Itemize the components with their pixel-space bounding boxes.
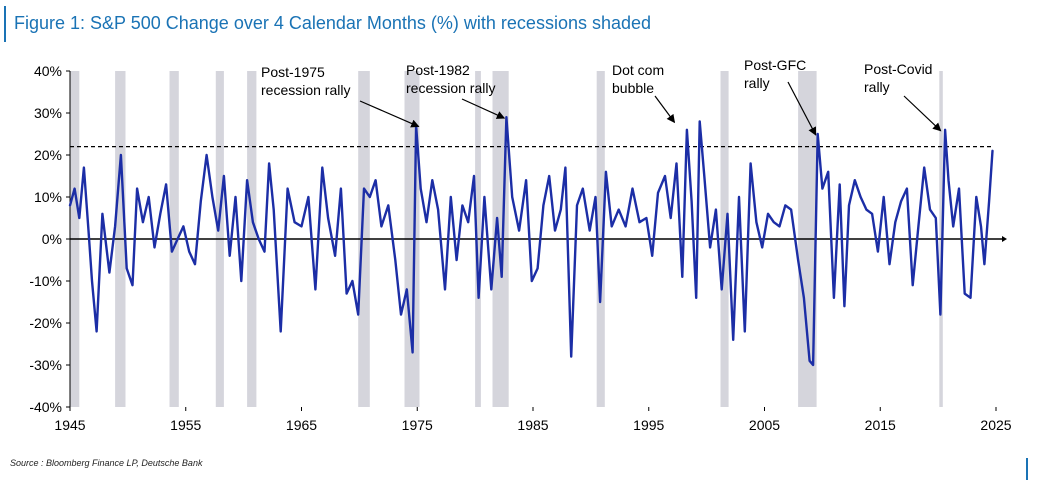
y-tick-label: 20% — [34, 147, 62, 163]
annotation-label: Dot com bubble — [612, 62, 664, 96]
annotation-label: Post-1982 recession rally — [406, 62, 495, 96]
y-tick-label: -10% — [29, 273, 62, 289]
x-tick-label: 1985 — [517, 417, 548, 433]
x-axis-arrowhead — [1002, 236, 1007, 242]
x-tick-label: 1965 — [286, 417, 317, 433]
annotation-arrow — [461, 98, 506, 119]
annotations: Post-1975 recession rally Post-1982 recessi… — [261, 57, 942, 136]
annotation-label: Post-Covid rally — [864, 61, 932, 95]
annotation-arrow — [903, 95, 942, 132]
annotation-arrow — [787, 81, 817, 136]
y-tick-label: 0% — [42, 231, 62, 247]
x-tick-label: 2025 — [980, 417, 1011, 433]
figure-title: Figure 1: S&P 500 Change over 4 Calendar… — [14, 13, 652, 33]
series-group — [68, 116, 994, 367]
source-note: Source : Bloomberg Finance LP, Deutsche … — [10, 458, 203, 468]
x-tick-label: 1945 — [54, 417, 85, 433]
annotation-line: Dot com — [612, 62, 664, 78]
y-tick-label: 30% — [34, 105, 62, 121]
series-line — [68, 116, 994, 367]
frame-accent-bar — [1026, 458, 1028, 480]
annotation-line: Post-Covid — [864, 61, 932, 77]
x-tick-label: 2015 — [865, 417, 896, 433]
annotation-line: recession rally — [261, 82, 350, 98]
annotation-label: Post-GFC rally — [744, 57, 806, 91]
x-tick-label: 1955 — [170, 417, 201, 433]
annotation-arrow — [359, 100, 420, 128]
annotation-label: Post-1975 recession rally — [261, 64, 350, 98]
annotation-line: Post-1982 — [406, 62, 470, 78]
y-tick-label: 40% — [34, 63, 62, 79]
y-tick-label: 10% — [34, 189, 62, 205]
axes: 40% 30% 20% 10% 0% -10% -20% -30% -40% 1945 1955 19… — [29, 63, 1011, 433]
annotation-line: rally — [744, 75, 770, 91]
y-tick-label: -20% — [29, 315, 62, 331]
x-tick-label: 2005 — [749, 417, 780, 433]
annotation-line: bubble — [612, 80, 654, 96]
y-tick-label: -40% — [29, 399, 62, 415]
y-tick-label: -30% — [29, 357, 62, 373]
annotation-line: Post-1975 — [261, 64, 325, 80]
annotation-arrow — [654, 95, 676, 124]
annotation-line: recession rally — [406, 80, 495, 96]
title-accent-bar — [4, 6, 6, 42]
annotation-line: Post-GFC — [744, 57, 806, 73]
x-tick-label: 1995 — [633, 417, 664, 433]
x-tick-label: 1975 — [402, 417, 433, 433]
annotation-line: rally — [864, 79, 890, 95]
